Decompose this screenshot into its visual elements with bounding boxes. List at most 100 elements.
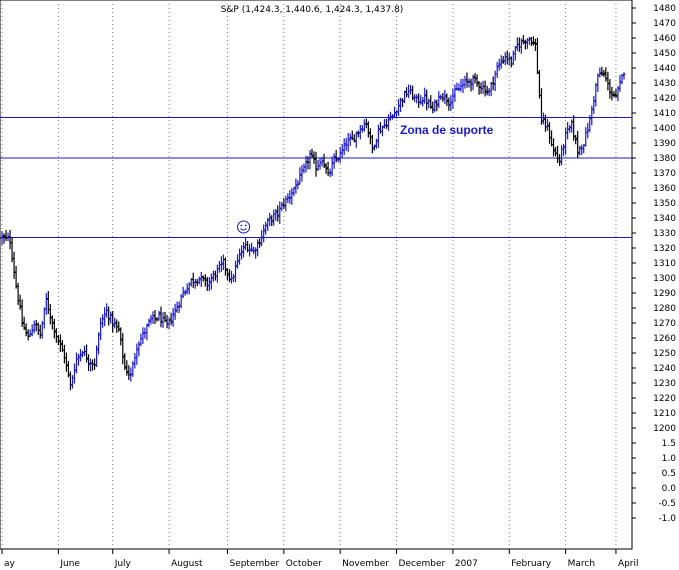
price-bar bbox=[72, 363, 77, 384]
price-bar bbox=[84, 344, 89, 363]
price-bar bbox=[201, 275, 205, 282]
price-bar bbox=[396, 98, 401, 116]
price-bar bbox=[256, 239, 260, 257]
price-bar bbox=[223, 257, 228, 276]
x-tick-label: March bbox=[568, 559, 595, 569]
price-bar bbox=[219, 256, 224, 272]
price-bar bbox=[400, 98, 405, 108]
price-bar bbox=[183, 289, 187, 296]
price-bar bbox=[247, 244, 252, 257]
price-bar bbox=[233, 260, 238, 283]
price-bar bbox=[314, 151, 318, 177]
price-bar bbox=[441, 93, 445, 102]
price-bar bbox=[52, 319, 56, 339]
price-bar bbox=[278, 201, 282, 225]
price-bar bbox=[386, 114, 391, 131]
price-bar bbox=[239, 245, 244, 260]
price-bar bbox=[260, 229, 264, 247]
price-bar bbox=[461, 78, 465, 93]
price-bar bbox=[580, 144, 584, 155]
price-bar bbox=[578, 145, 582, 156]
x-tick-label: 2007 bbox=[455, 559, 478, 569]
price-bar bbox=[107, 306, 111, 326]
price-bar bbox=[511, 50, 515, 66]
price-bar bbox=[111, 310, 115, 333]
smiley-face bbox=[237, 220, 251, 234]
price-bar bbox=[14, 265, 18, 289]
price-bar bbox=[465, 72, 469, 88]
price-bar bbox=[227, 269, 232, 283]
price-bar bbox=[135, 343, 139, 365]
price-bar bbox=[20, 299, 24, 327]
price-bar bbox=[147, 318, 151, 328]
price-bar bbox=[312, 151, 316, 164]
price-bar bbox=[602, 69, 606, 78]
price-bar bbox=[614, 88, 618, 99]
price-bar bbox=[521, 35, 525, 45]
y-tick-label: 0.0 bbox=[662, 484, 677, 494]
price-bar bbox=[398, 97, 403, 112]
price-bar bbox=[443, 89, 447, 104]
price-bar bbox=[622, 72, 626, 80]
price-bar bbox=[437, 91, 441, 108]
y-tick-label: 1240 bbox=[653, 364, 676, 374]
price-bar bbox=[541, 112, 546, 125]
price-bar bbox=[286, 193, 290, 204]
price-bar bbox=[501, 56, 505, 64]
price-bar bbox=[449, 95, 453, 111]
price-bar bbox=[610, 86, 614, 101]
y-tick-label: 1260 bbox=[653, 334, 676, 344]
price-bar bbox=[235, 254, 240, 269]
plot-frame bbox=[0, 0, 633, 550]
price-bar bbox=[189, 278, 193, 287]
price-bar bbox=[376, 124, 381, 148]
price-bar bbox=[225, 267, 230, 281]
price-bar bbox=[618, 74, 622, 92]
price-bar bbox=[435, 99, 439, 112]
price-bar bbox=[117, 321, 121, 332]
price-bar bbox=[551, 138, 556, 157]
price-bar bbox=[360, 125, 364, 133]
x-tick-label: November bbox=[342, 559, 389, 569]
price-bar bbox=[6, 232, 10, 242]
price-bar bbox=[288, 190, 292, 204]
price-bar bbox=[34, 319, 38, 332]
price-bar bbox=[86, 354, 91, 371]
price-bar bbox=[352, 134, 356, 143]
price-bar bbox=[586, 122, 590, 139]
price-bar bbox=[141, 327, 145, 344]
price-bar bbox=[308, 149, 312, 170]
price-bar bbox=[562, 143, 566, 156]
y-tick-label: 1210 bbox=[653, 409, 676, 419]
x-axis: ay June July August September October November… bbox=[1, 549, 639, 569]
price-bar bbox=[596, 73, 600, 92]
price-bar bbox=[394, 110, 399, 119]
y-tick-label: 1400 bbox=[653, 124, 676, 134]
price-bar bbox=[592, 95, 596, 114]
chart-title: S&P (1,424.3, 1,440.6, 1,424.3, 1,437.8) bbox=[221, 5, 404, 15]
price-bar bbox=[600, 66, 604, 76]
price-bar bbox=[431, 101, 435, 114]
price-bar bbox=[129, 367, 133, 382]
price-bar bbox=[445, 93, 449, 107]
price-bar bbox=[390, 114, 395, 120]
price-bar bbox=[282, 198, 286, 209]
price-bar bbox=[30, 324, 34, 337]
price-bar bbox=[28, 329, 32, 337]
price-bar bbox=[483, 80, 487, 97]
price-bar bbox=[566, 121, 570, 140]
price-bar bbox=[324, 162, 328, 174]
y-tick-label: 1220 bbox=[653, 394, 676, 404]
price-bar bbox=[392, 106, 397, 119]
price-bar bbox=[78, 349, 83, 362]
price-bar bbox=[145, 323, 149, 341]
price-bar bbox=[348, 133, 352, 146]
y-tick-label: 1480 bbox=[653, 4, 676, 14]
y-tick-label: 1250 bbox=[653, 349, 676, 359]
price-bar bbox=[48, 303, 52, 325]
price-bar bbox=[175, 301, 179, 313]
price-bar bbox=[149, 314, 153, 325]
y-tick-label: 1320 bbox=[653, 244, 676, 254]
price-bar bbox=[203, 274, 207, 287]
